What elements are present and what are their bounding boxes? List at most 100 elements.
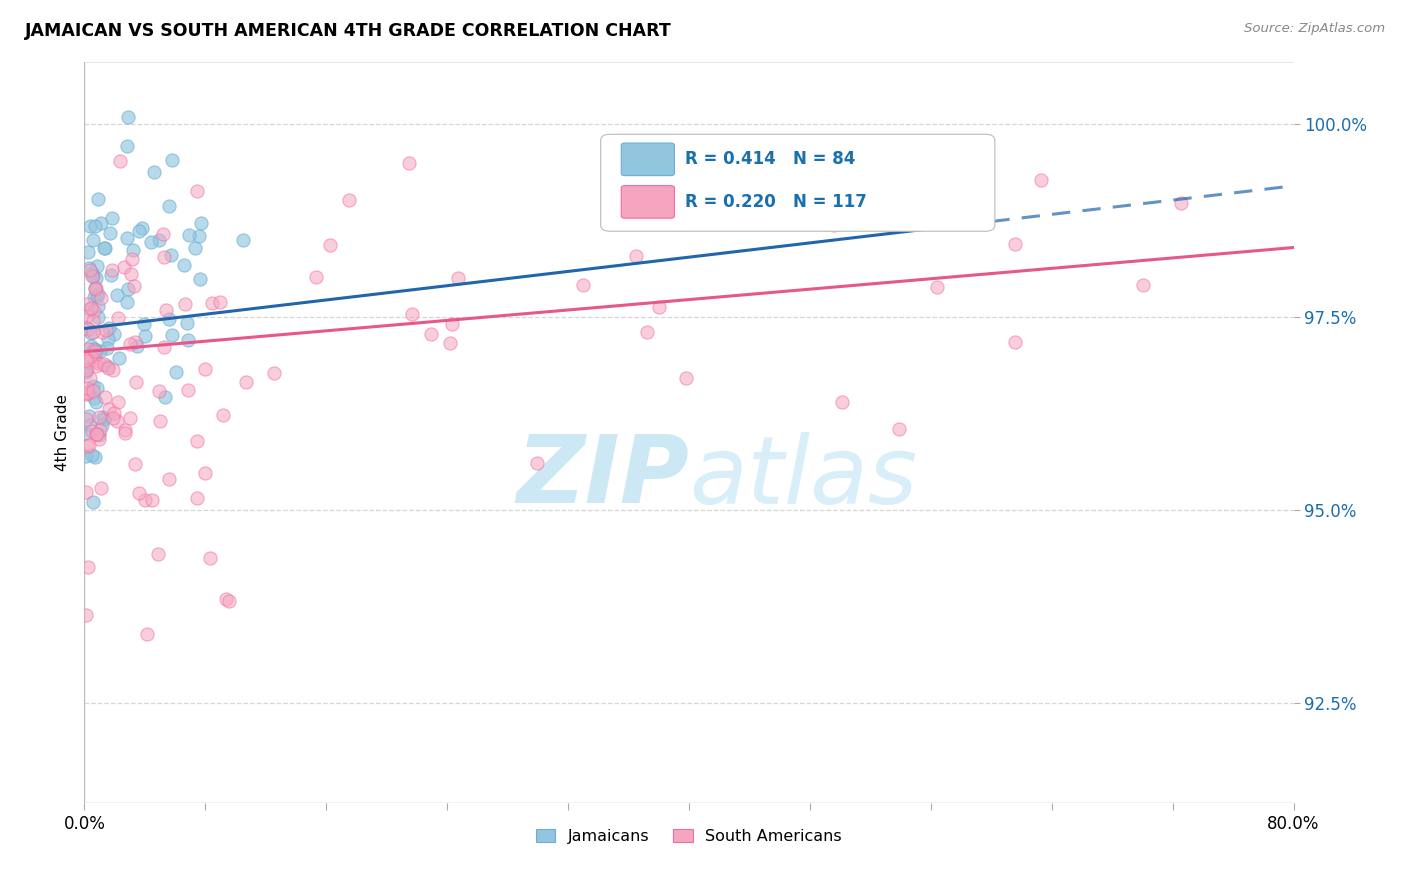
Point	[120, 411, 142, 425]
Point	[218, 594, 240, 608]
Point	[153, 390, 176, 404]
Point	[83, 354, 105, 368]
Point	[128, 486, 150, 500]
Point	[80, 267, 103, 281]
Point	[80, 339, 103, 353]
Point	[153, 341, 176, 355]
Point	[120, 268, 142, 282]
Point	[157, 472, 180, 486]
Point	[91, 410, 114, 425]
Point	[186, 434, 208, 448]
Point	[97, 361, 120, 376]
Point	[107, 311, 129, 326]
Point	[190, 216, 212, 230]
FancyBboxPatch shape	[621, 186, 675, 219]
Point	[89, 423, 111, 437]
Point	[212, 408, 235, 422]
Point	[75, 352, 97, 367]
Point	[108, 153, 131, 168]
Point	[101, 363, 124, 377]
FancyBboxPatch shape	[621, 143, 675, 176]
Point	[146, 548, 169, 562]
Point	[93, 241, 115, 255]
Text: atlas: atlas	[689, 432, 917, 523]
Point	[77, 354, 100, 368]
Point	[165, 365, 187, 379]
Point	[134, 329, 156, 343]
Point	[173, 259, 195, 273]
Point	[82, 495, 104, 509]
Point	[86, 427, 108, 442]
Point	[162, 153, 184, 168]
Point	[86, 259, 108, 273]
Point	[105, 287, 128, 301]
Point	[90, 216, 112, 230]
Point	[86, 381, 108, 395]
Point	[636, 325, 658, 339]
Point	[201, 296, 224, 310]
Point	[152, 227, 174, 241]
Point	[148, 233, 170, 247]
Point	[186, 184, 208, 198]
Point	[624, 249, 647, 263]
Point	[439, 336, 461, 351]
Point	[79, 418, 101, 433]
Point	[103, 327, 125, 342]
Point	[79, 326, 101, 340]
Point	[87, 299, 110, 313]
Point	[136, 626, 159, 640]
Point	[84, 270, 107, 285]
Point	[84, 394, 107, 409]
Point	[76, 342, 98, 356]
Point	[82, 325, 104, 339]
Point	[82, 313, 104, 327]
Point	[79, 263, 101, 277]
Point	[114, 425, 136, 440]
Point	[131, 221, 153, 235]
Point	[319, 238, 342, 252]
Point	[194, 362, 217, 376]
Point	[157, 312, 180, 326]
Point	[75, 365, 97, 379]
Point	[142, 165, 165, 179]
Point	[105, 414, 128, 428]
Point	[127, 339, 149, 353]
Point	[97, 321, 120, 335]
Point	[101, 211, 124, 226]
Point	[120, 337, 142, 351]
Point	[925, 280, 948, 294]
Point	[98, 226, 121, 240]
Point	[83, 391, 105, 405]
Text: Source: ZipAtlas.com: Source: ZipAtlas.com	[1244, 22, 1385, 36]
Point	[84, 219, 107, 233]
Point	[401, 307, 423, 321]
Legend: Jamaicans, South Americans: Jamaicans, South Americans	[530, 822, 848, 850]
Point	[100, 263, 122, 277]
Point	[141, 235, 163, 249]
Point	[114, 423, 136, 437]
Point	[823, 218, 845, 232]
Point	[117, 294, 139, 309]
Point	[77, 260, 100, 275]
Point	[87, 287, 110, 301]
Point	[94, 390, 117, 404]
Point	[75, 425, 97, 440]
Point	[186, 491, 208, 505]
Point	[177, 383, 200, 397]
Point	[125, 376, 148, 390]
Point	[122, 243, 145, 257]
Point	[84, 281, 107, 295]
Point	[76, 381, 98, 395]
Point	[87, 428, 110, 442]
Point	[77, 301, 100, 316]
Text: ZIP: ZIP	[516, 431, 689, 523]
Point	[79, 219, 101, 233]
Point	[84, 344, 107, 359]
Point	[107, 351, 129, 366]
Point	[526, 456, 548, 470]
Point	[115, 231, 138, 245]
Point	[889, 422, 911, 436]
Point	[103, 407, 125, 421]
Point	[82, 384, 104, 398]
Point	[83, 343, 105, 357]
